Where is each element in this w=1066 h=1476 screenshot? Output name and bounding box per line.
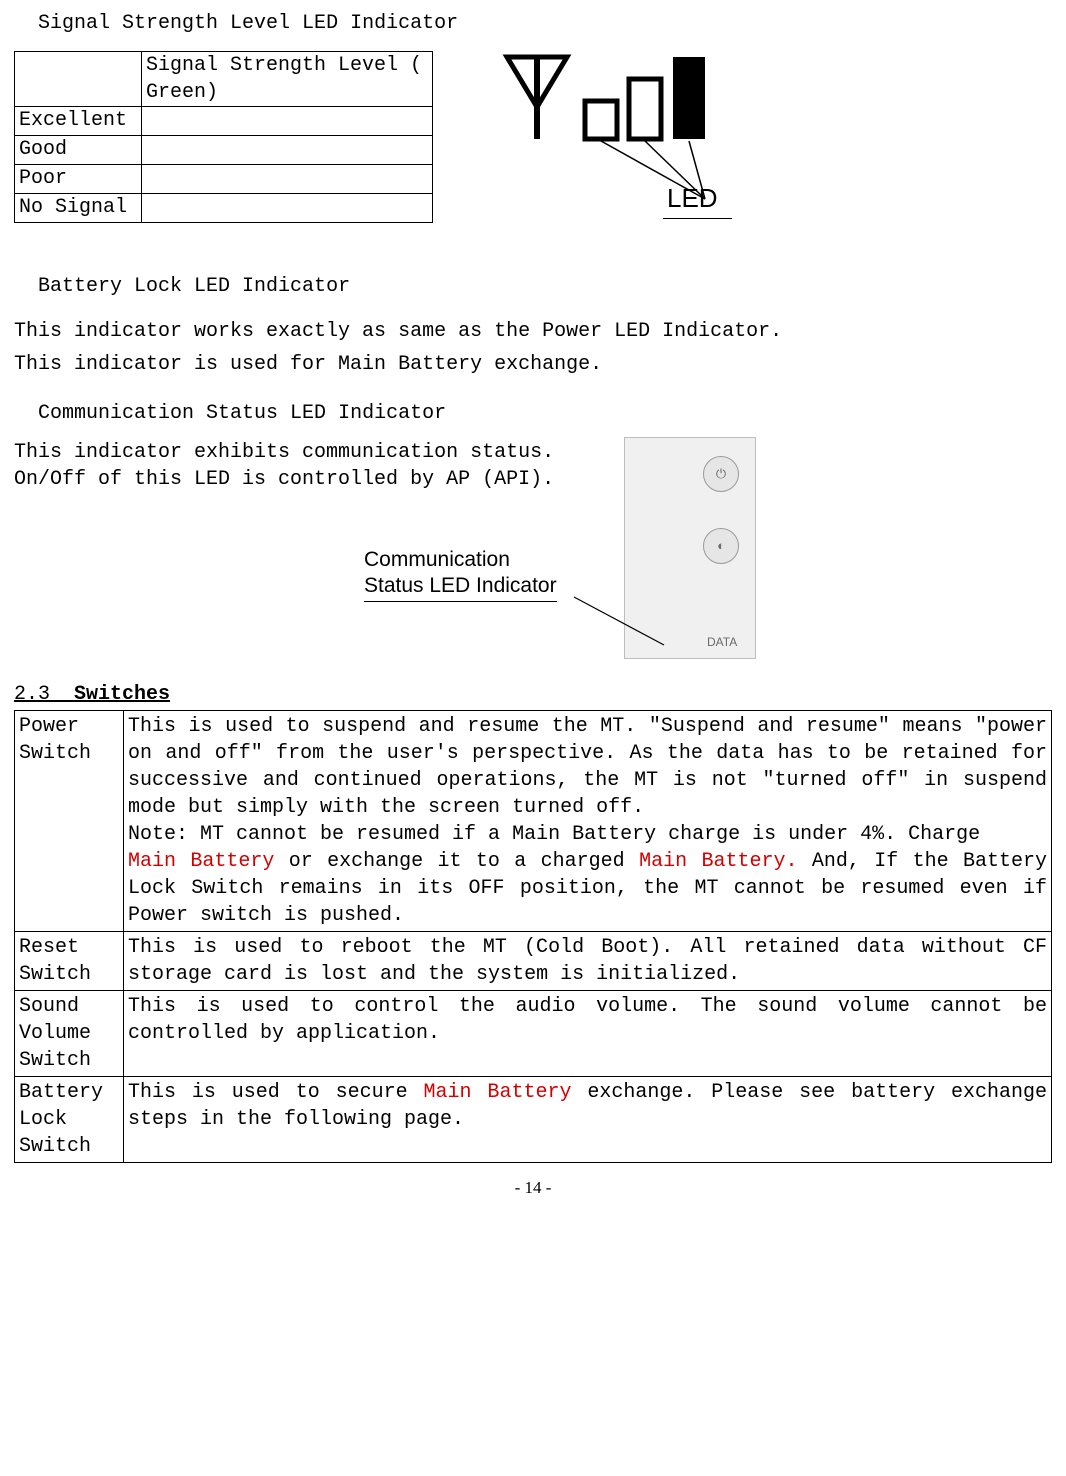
switch-name: Reset Switch — [15, 932, 124, 991]
desc-text: This is used to reboot the MT (Cold Boot… — [128, 936, 1047, 986]
switch-desc: This is used to suspend and resume the M… — [124, 711, 1052, 932]
heading-text: Communication Status LED Indicator — [38, 402, 446, 425]
desc-text: or exchange it to a charged — [274, 850, 639, 873]
signal-row-label: No Signal — [15, 194, 142, 223]
signal-icon — [463, 51, 803, 251]
signal-row-val — [142, 165, 433, 194]
section-number: 2.3 — [14, 683, 50, 706]
led-diagram: LED — [463, 51, 803, 251]
signal-table: Signal Strength Level ( Green) Excellent… — [14, 51, 433, 223]
desc-text: This is used to control the audio volume… — [128, 995, 1047, 1045]
led-label: LED — [663, 181, 732, 219]
switch-desc: This is used to reboot the MT (Cold Boot… — [124, 932, 1052, 991]
section-title: Switches — [74, 683, 170, 706]
page-number: - 14 - — [14, 1177, 1052, 1200]
switch-name: Battery Lock Switch — [15, 1077, 124, 1163]
switch-name: Power Switch — [15, 711, 124, 932]
signal-row-val — [142, 194, 433, 223]
switch-desc: This is used to control the audio volume… — [124, 991, 1052, 1077]
battery-p1: This indicator works exactly as same as … — [14, 318, 1052, 345]
comm-figure: ⏻ ◐ DATA Communication Status LED Indica… — [364, 437, 864, 667]
signal-row-val — [142, 136, 433, 165]
heading-signal-strength: Signal Strength Level LED Indicator — [14, 10, 1052, 37]
switch-desc: This is used to secure Main Battery exch… — [124, 1077, 1052, 1163]
signal-row-label: Poor — [15, 165, 142, 194]
desc-text: This is used to suspend and resume the M… — [128, 715, 1047, 819]
heading-battery-lock: Battery Lock LED Indicator — [14, 273, 1052, 300]
red-text: Main Battery — [128, 850, 274, 873]
signal-row-label: Good — [15, 136, 142, 165]
red-text: Main Battery. — [639, 850, 797, 873]
heading-text: Signal Strength Level LED Indicator — [38, 12, 458, 35]
signal-row: Signal Strength Level ( Green) Excellent… — [14, 51, 1052, 251]
section-2-3-heading: 2.3 Switches — [14, 681, 1052, 708]
signal-header: Signal Strength Level ( Green) — [142, 52, 433, 107]
signal-row-label: Excellent — [15, 107, 142, 136]
battery-p2: This indicator is used for Main Battery … — [14, 351, 1052, 378]
red-text: Main Battery — [424, 1081, 572, 1104]
heading-text: Battery Lock LED Indicator — [38, 275, 350, 298]
signal-header-blank — [15, 52, 142, 107]
leader-line — [364, 437, 864, 667]
switch-name: Sound Volume Switch — [15, 991, 124, 1077]
switches-table: Power SwitchThis is used to suspend and … — [14, 710, 1052, 1163]
desc-text: Note: MT cannot be resumed if a Main Bat… — [128, 823, 980, 846]
desc-text: This is used to secure — [128, 1081, 424, 1104]
heading-comm-status: Communication Status LED Indicator — [14, 400, 1052, 427]
signal-row-val — [142, 107, 433, 136]
